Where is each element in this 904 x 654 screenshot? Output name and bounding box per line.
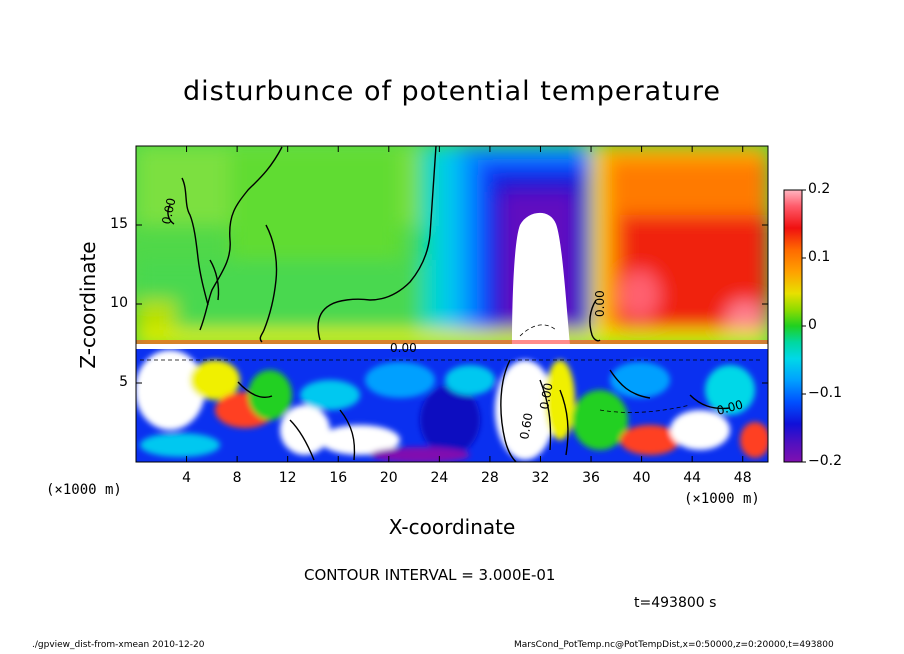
contour-label: 0.00	[159, 197, 178, 226]
x-unit-left: (×1000 m)	[46, 482, 122, 498]
colorbar-ticks	[802, 189, 806, 463]
colorbar-tick-label: −0.1	[808, 385, 842, 401]
colorbar-tick-label: 0.2	[808, 181, 831, 197]
contour-lines	[167, 146, 731, 462]
contour-label: 0.00	[593, 290, 607, 317]
footer-right: MarsCond_PotTemp.nc@PotTempDist,x=0:5000…	[514, 640, 834, 650]
chart-title: disturbunce of potential temperature	[183, 76, 721, 107]
x-tick-label: 28	[480, 470, 499, 486]
colorbar	[783, 189, 803, 463]
contour-interval: CONTOUR INTERVAL = 3.000E-01	[304, 566, 556, 584]
y-tick-label: 5	[119, 374, 128, 390]
contour-label: 0.60	[517, 412, 535, 441]
x-unit-right: (×1000 m)	[684, 491, 760, 507]
time-stamp: t=493800 s	[634, 595, 717, 611]
x-tick-label: 32	[531, 470, 550, 486]
y-axis-ticks	[136, 224, 768, 384]
y-tick-label: 15	[110, 216, 128, 232]
contour-label: 0.00	[390, 341, 417, 355]
y-tick-label: 10	[110, 295, 128, 311]
x-tick-label: 24	[430, 470, 449, 486]
x-tick-label: 8	[232, 470, 242, 486]
x-tick-label: 40	[632, 470, 651, 486]
x-tick-label: 20	[379, 470, 398, 486]
footer-left: ./gpview_dist-from-xmean 2010-12-20	[32, 640, 205, 650]
x-axis-label: X-coordinate	[388, 515, 516, 539]
x-tick-label: 16	[329, 470, 348, 486]
x-axis-ticks	[186, 146, 744, 462]
x-tick-label: 4	[182, 470, 192, 486]
heatmap: 0.00 0.00 0.00 0.00 0.60 0.00	[136, 146, 768, 462]
x-tick-label: 44	[683, 470, 702, 486]
contour-label: 0.00	[715, 397, 744, 417]
colorbar-tick-label: −0.2	[808, 453, 842, 469]
x-tick-label: 48	[733, 470, 752, 486]
x-tick-label: 36	[582, 470, 600, 486]
colorbar-tick-label: 0	[808, 317, 817, 333]
x-tick-label: 12	[278, 470, 297, 486]
colorbar-tick-label: 0.1	[808, 249, 831, 265]
y-axis-label: Z-coordinate	[76, 241, 100, 369]
contour-label: 0.00	[537, 382, 555, 411]
